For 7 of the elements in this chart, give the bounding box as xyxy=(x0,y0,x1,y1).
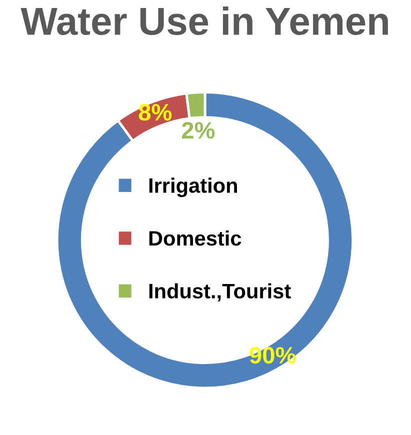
chart-title: Water Use in Yemen xyxy=(20,6,388,36)
data-label: 2% xyxy=(182,122,215,139)
donut-slice xyxy=(56,90,354,390)
legend-label: Domestic xyxy=(149,230,242,246)
data-label: 8% xyxy=(138,104,172,121)
legend-label: Irrigation xyxy=(149,178,237,198)
legend-label: Indust.,Tourist xyxy=(149,283,291,302)
